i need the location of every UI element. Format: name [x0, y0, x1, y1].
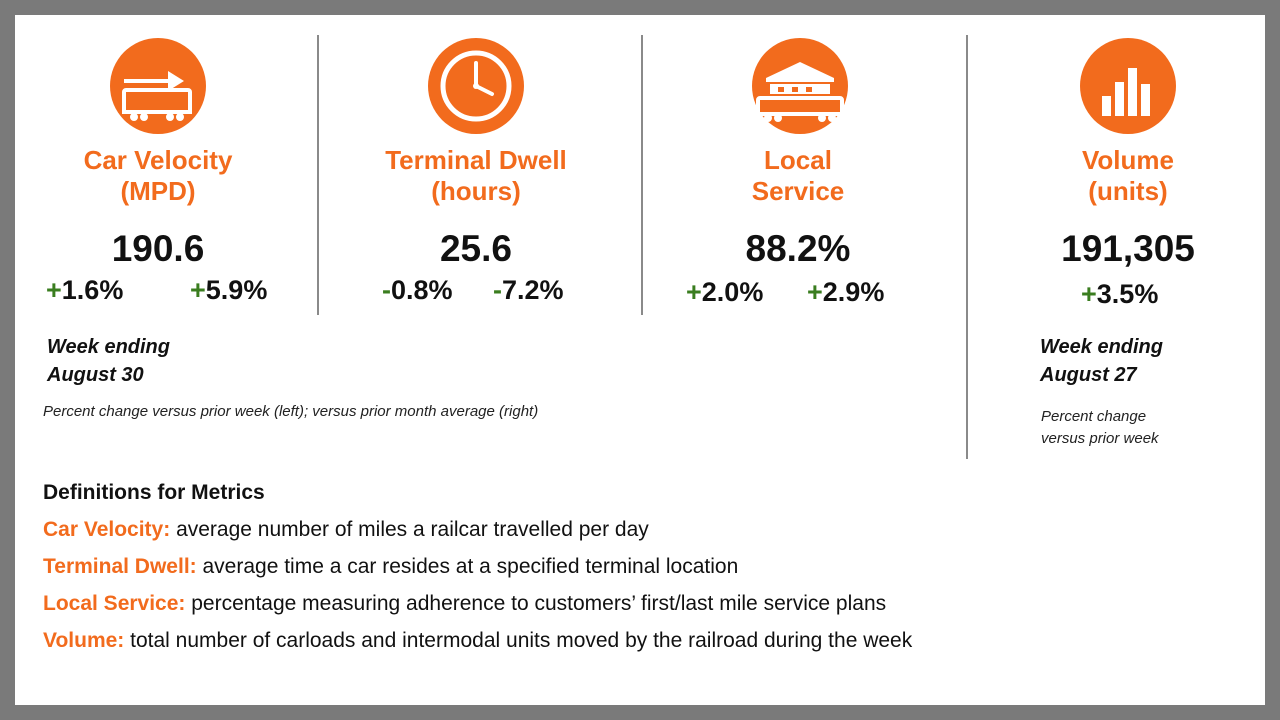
definitions-heading: Definitions for Metrics — [43, 481, 265, 504]
definition-terminal-dwell: Terminal Dwell: average time a car resid… — [43, 555, 739, 578]
terminal-dwell-monthly-change: -7.2% — [493, 275, 564, 305]
definition-local-service: Local Service: percentage measuring adhe… — [43, 592, 887, 615]
terminal-dwell-title: Terminal Dwell (hours) — [385, 145, 567, 206]
local-service-title: Local Service — [751, 145, 845, 206]
volume-title: Volume (units) — [1082, 145, 1174, 206]
bar-chart-icon — [1080, 38, 1176, 134]
railcar-arrow-icon — [110, 38, 206, 134]
car-velocity-value: 190.6 — [111, 228, 205, 269]
left-week-ending: Week ending August 30 — [47, 336, 170, 386]
left-percent-note: Percent change versus prior week (left);… — [43, 403, 539, 420]
right-percent-note: Percent change versus prior week — [1041, 408, 1159, 447]
local-service-weekly-change: +2.0% — [686, 277, 764, 307]
volume-value: 191,305 — [1061, 228, 1195, 269]
local-service-monthly-change: +2.9% — [807, 277, 885, 307]
divider-line — [966, 35, 968, 459]
volume-weekly-change: +3.5% — [1081, 279, 1159, 309]
car-velocity-title: Car Velocity (MPD) — [83, 145, 233, 206]
metrics-slide: Car Velocity (MPD) 190.6 +1.6% +5.9% Term… — [15, 15, 1265, 705]
terminal-dwell-weekly-change: -0.8% — [382, 275, 453, 305]
local-service-value: 88.2% — [745, 228, 851, 269]
right-week-ending: Week ending August 27 — [1040, 336, 1163, 386]
divider-line — [317, 35, 319, 315]
terminal-dwell-value: 25.6 — [439, 228, 512, 269]
definition-car-velocity: Car Velocity: average number of miles a … — [43, 518, 649, 541]
car-velocity-monthly-change: +5.9% — [190, 275, 268, 305]
clock-icon — [428, 38, 524, 134]
definition-volume: Volume: total number of carloads and int… — [43, 629, 913, 652]
warehouse-railcar-icon — [752, 38, 848, 134]
divider-line — [641, 35, 643, 315]
car-velocity-weekly-change: +1.6% — [46, 275, 124, 305]
